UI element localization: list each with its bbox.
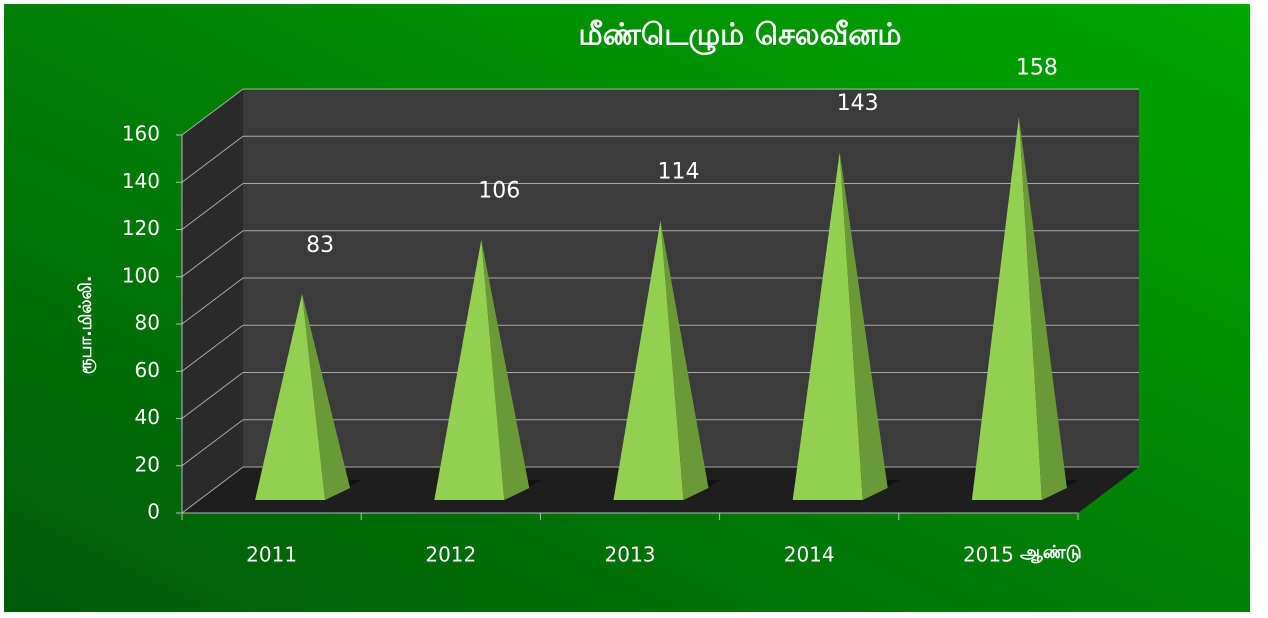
data-label: 106 [478, 179, 520, 204]
pyramid-side [302, 293, 351, 500]
y-tick-label: 0 [147, 500, 160, 524]
x-tick-label: 2012 [425, 543, 476, 567]
grid-line [181, 372, 244, 419]
chart-title: மீண்டெழும் செலவீனம் [578, 18, 901, 56]
pyramid-side [1018, 116, 1067, 500]
data-label: 114 [658, 160, 700, 185]
x-axis-label: ஆண்டு [1020, 542, 1082, 563]
y-tick-label: 120 [122, 216, 160, 240]
pyramid-side [481, 239, 530, 500]
y-tick-label: 160 [122, 122, 160, 146]
pyramid-front [255, 293, 326, 500]
grid-line [181, 419, 244, 467]
pyramid-front [613, 220, 684, 501]
grid-line [181, 183, 244, 230]
data-label: 83 [306, 233, 334, 258]
grid-line [181, 230, 244, 278]
y-tick-label: 60 [135, 358, 160, 382]
y-tick-label: 100 [122, 263, 160, 287]
pyramid-front [971, 116, 1042, 500]
x-tick-label: 2013 [605, 543, 656, 567]
x-tick-label: 2011 [246, 543, 297, 567]
grid-line [181, 88, 244, 136]
y-tick-label: 40 [135, 405, 160, 429]
pyramid-front [434, 239, 505, 500]
grid-line [181, 135, 244, 183]
y-tick-label: 140 [122, 169, 160, 193]
grid-line [181, 324, 244, 372]
data-label: 158 [1016, 56, 1058, 81]
y-tick-label: 80 [135, 311, 160, 335]
pyramid-side [660, 220, 709, 501]
y-tick-label: 20 [135, 452, 160, 476]
pyramid-side [839, 152, 888, 500]
y-axis-label: ரூபா.மில்லி. [76, 276, 96, 375]
pyramid-front [792, 152, 863, 500]
grid-line [181, 277, 244, 325]
data-label: 143 [837, 91, 879, 116]
grid-line [181, 466, 244, 514]
x-tick-label: 2015 [963, 543, 1014, 567]
x-tick-label: 2014 [784, 543, 835, 567]
